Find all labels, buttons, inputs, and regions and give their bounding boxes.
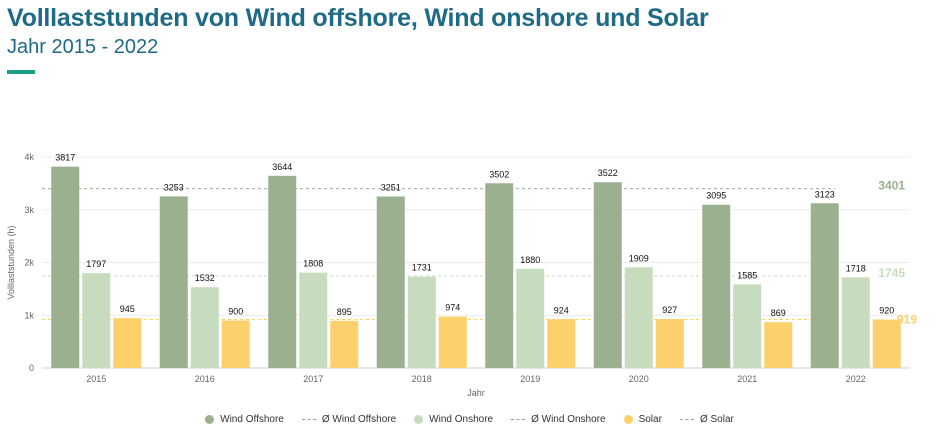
bar	[733, 284, 762, 368]
x-axis-label: Jahr	[467, 388, 485, 398]
bar	[190, 287, 219, 368]
bar-chart: 0 1k 2k 3k 4k Volllaststunden (h) 3817 1797 945 2…	[6, 152, 917, 398]
legend-swatch-solar	[623, 415, 633, 424]
bar	[330, 320, 359, 368]
bar-value-label: 1585	[737, 270, 757, 280]
bar	[593, 182, 622, 368]
bar	[624, 267, 653, 368]
bar	[872, 319, 901, 368]
bar	[221, 320, 250, 368]
bar-value-label: 1731	[412, 263, 432, 273]
x-tick-label: 2015	[86, 374, 106, 384]
bar	[376, 196, 405, 368]
legend-label: Wind Offshore	[220, 414, 284, 425]
x-tick-label: 2021	[737, 374, 757, 384]
legend-swatch-avg-wind-onshore	[511, 419, 526, 420]
bar	[810, 203, 839, 368]
y-tick-label: 4k	[24, 152, 34, 162]
bar-value-label: 900	[228, 307, 243, 317]
bar-value-label: 927	[662, 305, 677, 315]
bar	[82, 273, 111, 368]
bar	[51, 166, 80, 368]
bar-value-label: 3123	[815, 189, 835, 199]
bar-value-label: 3095	[706, 191, 726, 201]
legend-label: Wind Onshore	[429, 414, 494, 425]
bar-value-label: 3253	[164, 182, 184, 192]
bar-value-label: 3817	[55, 153, 75, 163]
bar-value-label: 1808	[303, 259, 323, 269]
bar	[438, 316, 467, 368]
bar-value-label: 1532	[195, 273, 215, 283]
legend-item-avg-solar[interactable]: Ø Solar	[679, 414, 734, 425]
legend-item-wind-onshore[interactable]: Wind Onshore	[414, 414, 493, 425]
bar-value-label: 3522	[598, 168, 618, 178]
bar-value-label: 1909	[629, 253, 649, 263]
average-value-label: 919	[897, 313, 917, 327]
x-tick-label: 2022	[846, 374, 866, 384]
legend-item-wind-offshore[interactable]: Wind Offshore	[205, 414, 284, 425]
bar-value-label: 920	[879, 305, 894, 315]
bar	[159, 196, 188, 368]
chart-title: Volllaststunden von Wind offshore, Wind …	[7, 4, 709, 32]
chart-legend: Wind Offshore Ø Wind Offshore Wind Onsho…	[0, 414, 939, 425]
x-tick-label: 2017	[303, 374, 323, 384]
y-tick-label: 2k	[24, 258, 34, 268]
bar	[547, 319, 576, 368]
y-tick-label: 0	[29, 363, 34, 373]
y-tick-label: 3k	[24, 205, 34, 215]
legend-swatch-avg-solar	[679, 419, 694, 420]
average-value-label: 3401	[878, 179, 905, 193]
legend-item-avg-wind-onshore[interactable]: Ø Wind Onshore	[511, 414, 606, 425]
x-tick-label: 2020	[629, 374, 649, 384]
y-tick-label: 1k	[24, 310, 34, 320]
bar	[113, 318, 142, 368]
average-value-label: 1745	[878, 266, 905, 280]
legend-label: Ø Wind Onshore	[531, 414, 606, 425]
bar-value-label: 895	[337, 307, 352, 317]
legend-swatch-wind-onshore	[414, 415, 424, 424]
legend-label: Solar	[638, 414, 662, 425]
x-tick-label: 2019	[520, 374, 540, 384]
bar	[655, 319, 684, 368]
x-tick-label: 2018	[412, 374, 432, 384]
legend-swatch-wind-offshore	[205, 415, 215, 424]
legend-item-avg-wind-offshore[interactable]: Ø Wind Offshore	[301, 414, 397, 425]
bar	[485, 183, 514, 368]
bar-value-label: 945	[120, 304, 135, 314]
bar-value-label: 3502	[489, 169, 509, 179]
bar-value-label: 1797	[86, 259, 106, 269]
bar	[841, 277, 870, 368]
bar	[407, 276, 436, 368]
x-tick-label: 2016	[195, 374, 215, 384]
bar-value-label: 869	[771, 308, 786, 318]
bar	[702, 204, 731, 368]
bar	[268, 175, 297, 368]
legend-label: Ø Wind Offshore	[321, 414, 397, 425]
bar-value-label: 974	[445, 303, 460, 313]
legend-item-solar[interactable]: Solar	[623, 414, 662, 425]
y-axis-label: Volllaststunden (h)	[6, 225, 16, 299]
chart-subtitle: Jahr 2015 - 2022	[7, 36, 159, 58]
title-accent-bar	[7, 70, 35, 74]
bar-value-label: 924	[554, 305, 569, 315]
legend-swatch-avg-wind-offshore	[301, 419, 316, 420]
bar	[764, 322, 793, 368]
bar-value-label: 1880	[520, 255, 540, 265]
bar-value-label: 3251	[381, 183, 401, 193]
bar	[516, 268, 545, 368]
bar-value-label: 3644	[272, 162, 292, 172]
bar-value-label: 1718	[846, 263, 866, 273]
legend-label: Ø Solar	[699, 414, 734, 425]
bar	[299, 272, 328, 368]
